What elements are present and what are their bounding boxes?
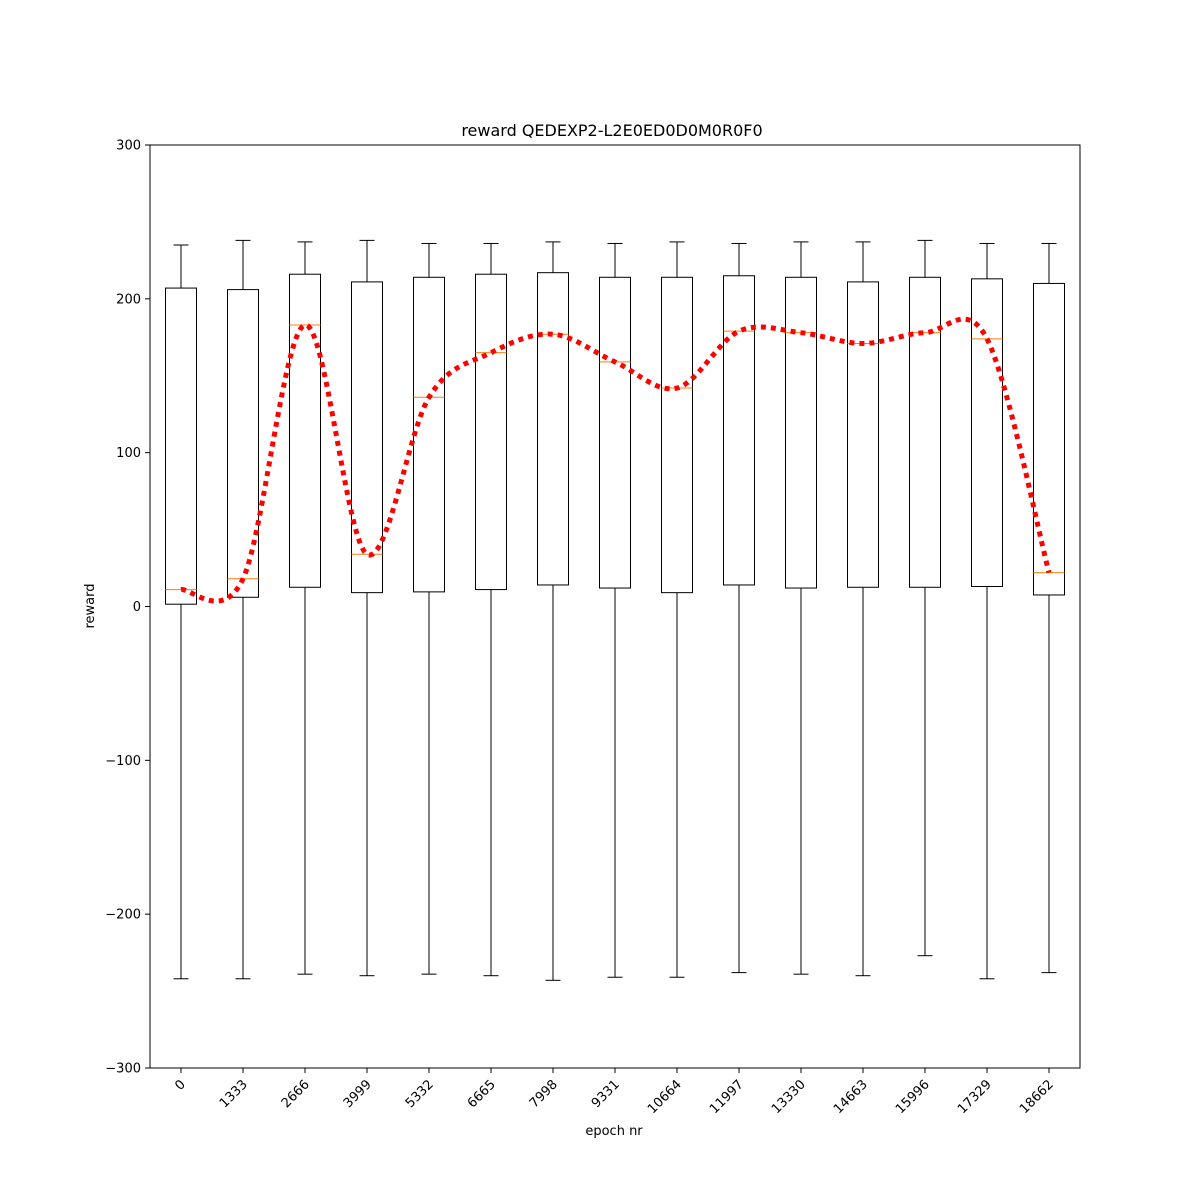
box <box>909 276 941 588</box>
x-tick-label: 0 <box>172 1077 188 1093</box>
box <box>661 276 693 594</box>
box <box>537 272 569 586</box>
y-tick-label: 200 <box>116 292 141 307</box>
box <box>351 281 383 594</box>
y-tick-label: −100 <box>105 754 141 769</box>
box <box>847 281 879 588</box>
x-axis-label: epoch nr <box>585 1124 643 1139</box>
x-tick-label: 2666 <box>279 1077 313 1111</box>
box <box>723 275 755 586</box>
y-axis-label: reward <box>83 583 98 628</box>
x-tick-label: 7998 <box>527 1077 561 1111</box>
y-tick-label: 300 <box>116 139 141 154</box>
x-tick-label: 13330 <box>769 1077 809 1117</box>
x-tick-label: 17329 <box>955 1077 995 1117</box>
box <box>1033 282 1065 596</box>
x-tick-label: 9331 <box>589 1077 623 1111</box>
chart-title: reward QEDEXP2-L2E0ED0D0M0R0F0 <box>461 121 762 140</box>
y-tick-label: −200 <box>105 908 141 923</box>
x-tick-label: 18662 <box>1017 1077 1057 1117</box>
x-tick-label: 11997 <box>707 1077 747 1117</box>
box <box>413 276 445 593</box>
x-tick-label: 6665 <box>465 1077 499 1111</box>
plot-area: −300 −200 −100 0 100 200 300 0 1333 2666 3999 5332 6… <box>105 139 1081 1117</box>
y-tick-label: 100 <box>116 446 141 461</box>
box <box>289 273 321 588</box>
box <box>785 276 817 589</box>
y-tick-label: 0 <box>133 600 141 615</box>
x-tick-label: 3999 <box>341 1077 375 1111</box>
box <box>599 276 631 589</box>
y-tick-label: −300 <box>105 1062 141 1077</box>
box <box>971 278 1003 588</box>
x-tick-label: 10664 <box>645 1077 685 1117</box>
box <box>165 287 197 605</box>
box <box>475 273 507 591</box>
x-tick-label: 5332 <box>403 1077 437 1111</box>
smoothed-median-line <box>180 316 1052 604</box>
x-tick-label: 14663 <box>831 1077 871 1117</box>
x-tick-label: 1333 <box>217 1077 251 1111</box>
box <box>227 289 259 598</box>
x-tick-label: 15996 <box>893 1077 933 1117</box>
